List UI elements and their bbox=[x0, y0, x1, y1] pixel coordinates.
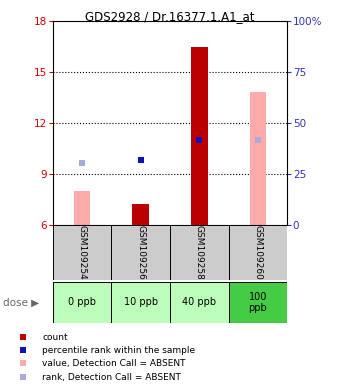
Text: 100
ppb: 100 ppb bbox=[249, 291, 267, 313]
Text: GSM109256: GSM109256 bbox=[136, 225, 145, 280]
Text: GSM109254: GSM109254 bbox=[78, 225, 86, 280]
Bar bbox=[74, 191, 90, 225]
Bar bbox=[228, 225, 287, 280]
Bar bbox=[53, 282, 112, 323]
Text: GSM109260: GSM109260 bbox=[254, 225, 262, 280]
Text: 10 ppb: 10 ppb bbox=[124, 297, 158, 308]
Bar bbox=[170, 282, 228, 323]
Text: GSM109258: GSM109258 bbox=[195, 225, 204, 280]
Bar bbox=[53, 225, 112, 280]
Text: rank, Detection Call = ABSENT: rank, Detection Call = ABSENT bbox=[42, 373, 181, 382]
Text: percentile rank within the sample: percentile rank within the sample bbox=[42, 346, 195, 354]
Bar bbox=[228, 282, 287, 323]
Bar bbox=[112, 225, 170, 280]
Bar bbox=[133, 204, 149, 225]
Text: 40 ppb: 40 ppb bbox=[182, 297, 216, 308]
Text: value, Detection Call = ABSENT: value, Detection Call = ABSENT bbox=[42, 359, 186, 368]
Bar bbox=[250, 93, 266, 225]
Text: count: count bbox=[42, 333, 68, 342]
Bar bbox=[191, 46, 207, 225]
Text: dose ▶: dose ▶ bbox=[3, 297, 39, 308]
Text: GDS2928 / Dr.16377.1.A1_at: GDS2928 / Dr.16377.1.A1_at bbox=[85, 10, 255, 23]
Bar bbox=[170, 225, 228, 280]
Text: 0 ppb: 0 ppb bbox=[68, 297, 96, 308]
Bar bbox=[112, 282, 170, 323]
